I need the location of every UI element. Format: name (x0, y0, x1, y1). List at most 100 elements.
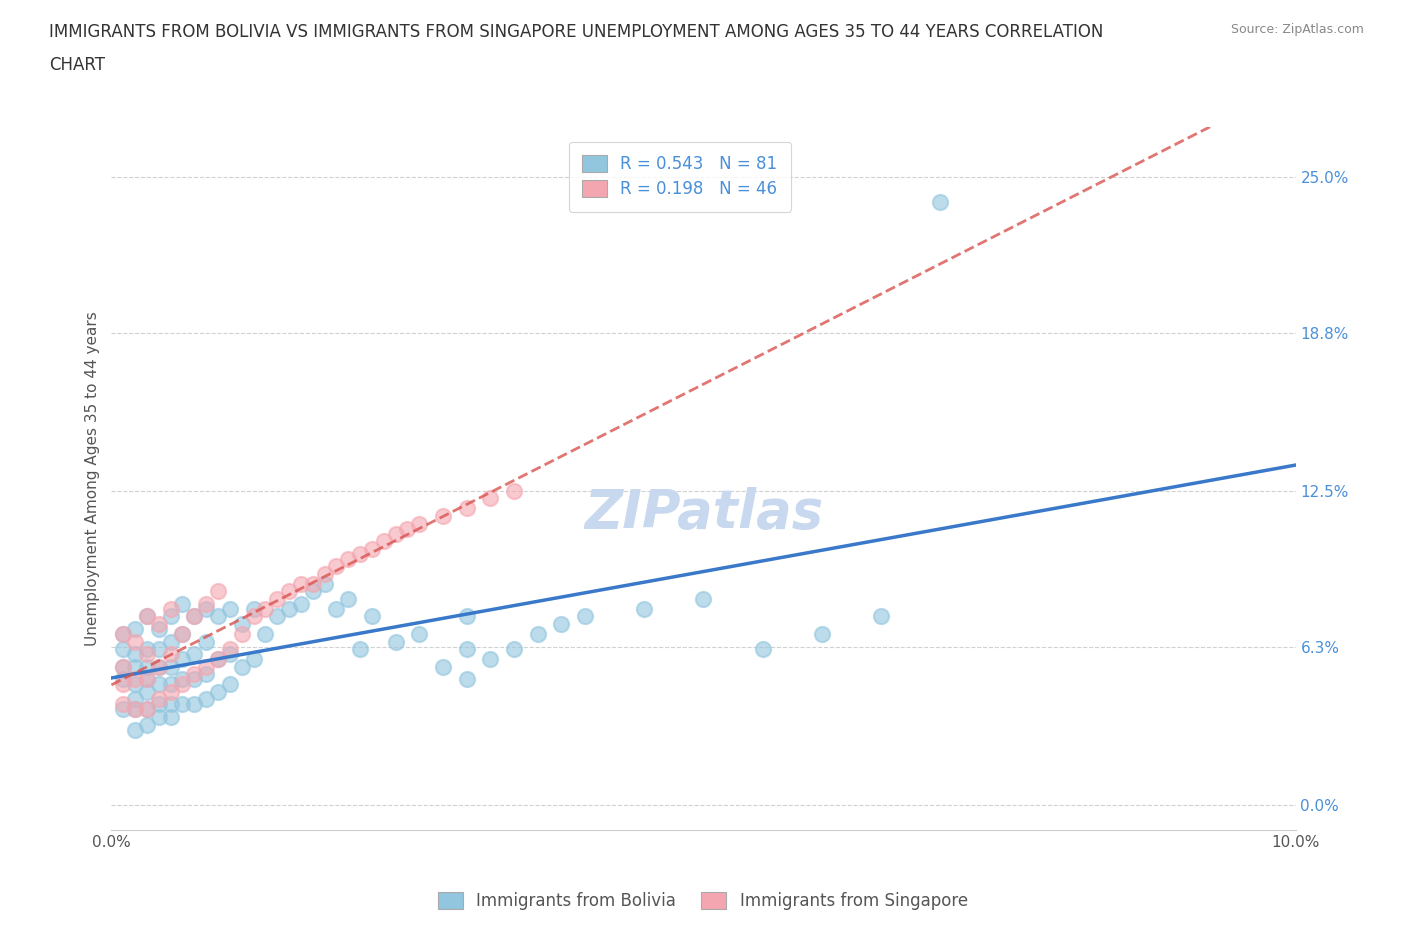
Point (870, 609, 893, 624)
Point (195, 692, 218, 707)
Point (172, 627, 194, 642)
Point (124, 677, 146, 692)
Point (136, 659, 159, 674)
Point (384, 526, 406, 541)
Point (124, 671, 146, 686)
Point (172, 596, 194, 611)
Legend: R = 0.543   N = 81, R = 0.198   N = 46: R = 0.543 N = 81, R = 0.198 N = 46 (569, 142, 792, 212)
Point (242, 652, 264, 667)
Point (361, 541, 384, 556)
Point (314, 577, 336, 591)
Point (325, 602, 347, 617)
Point (218, 677, 240, 692)
Point (301, 577, 323, 591)
Point (361, 609, 384, 624)
Point (136, 702, 159, 717)
Point (231, 659, 253, 674)
Point (112, 659, 135, 674)
Point (373, 534, 395, 549)
Point (159, 677, 181, 692)
Point (172, 671, 194, 686)
Point (148, 697, 170, 711)
Point (124, 634, 146, 649)
Point (207, 652, 229, 667)
Point (456, 671, 478, 686)
Point (112, 702, 135, 717)
Point (148, 642, 170, 657)
Point (479, 491, 502, 506)
Point (337, 591, 360, 606)
Point (231, 617, 253, 631)
Point (692, 591, 714, 606)
Point (136, 717, 159, 732)
Point (148, 617, 170, 631)
Point (278, 602, 301, 617)
Point (159, 697, 181, 711)
Legend: Immigrants from Bolivia, Immigrants from Singapore: Immigrants from Bolivia, Immigrants from… (432, 885, 974, 917)
Point (633, 602, 655, 617)
Point (479, 652, 502, 667)
Point (290, 596, 312, 611)
Text: IMMIGRANTS FROM BOLIVIA VS IMMIGRANTS FROM SINGAPORE UNEMPLOYMENT AMONG AGES 35 : IMMIGRANTS FROM BOLIVIA VS IMMIGRANTS FR… (49, 23, 1104, 41)
Point (124, 702, 146, 717)
Point (266, 609, 288, 624)
Point (396, 521, 419, 536)
Point (195, 634, 218, 649)
Y-axis label: Unemployment Among Ages 35 to 44 years: Unemployment Among Ages 35 to 44 years (86, 311, 100, 645)
Point (432, 509, 454, 524)
Point (195, 602, 218, 617)
Point (218, 602, 240, 617)
Point (207, 584, 229, 599)
Point (301, 584, 323, 599)
Point (148, 659, 170, 674)
Point (172, 627, 194, 642)
Point (195, 659, 218, 674)
Point (503, 642, 526, 657)
Point (408, 516, 430, 531)
Point (314, 566, 336, 581)
Point (112, 697, 135, 711)
Point (148, 710, 170, 724)
Point (112, 627, 135, 642)
Point (159, 602, 181, 617)
Point (136, 671, 159, 686)
Point (124, 621, 146, 636)
Point (112, 677, 135, 692)
Point (172, 677, 194, 692)
Point (195, 667, 218, 682)
Point (112, 642, 135, 657)
Point (159, 634, 181, 649)
Point (124, 702, 146, 717)
Point (124, 659, 146, 674)
Text: Source: ZipAtlas.com: Source: ZipAtlas.com (1230, 23, 1364, 36)
Point (159, 684, 181, 699)
Point (148, 621, 170, 636)
Point (751, 642, 773, 657)
Point (349, 642, 371, 657)
Point (929, 194, 952, 209)
Point (254, 602, 277, 617)
Point (148, 677, 170, 692)
Point (159, 710, 181, 724)
Text: CHART: CHART (49, 56, 105, 73)
Point (183, 609, 205, 624)
Point (183, 646, 205, 661)
Point (526, 627, 548, 642)
Point (207, 652, 229, 667)
Point (811, 627, 834, 642)
Point (349, 546, 371, 561)
Point (325, 559, 347, 574)
Point (148, 692, 170, 707)
Point (384, 634, 406, 649)
Point (231, 627, 253, 642)
Point (432, 659, 454, 674)
Point (503, 484, 526, 498)
Point (195, 596, 218, 611)
Point (148, 659, 170, 674)
Point (112, 659, 135, 674)
Point (172, 697, 194, 711)
Point (136, 646, 159, 661)
Point (159, 659, 181, 674)
Point (172, 652, 194, 667)
Point (242, 609, 264, 624)
